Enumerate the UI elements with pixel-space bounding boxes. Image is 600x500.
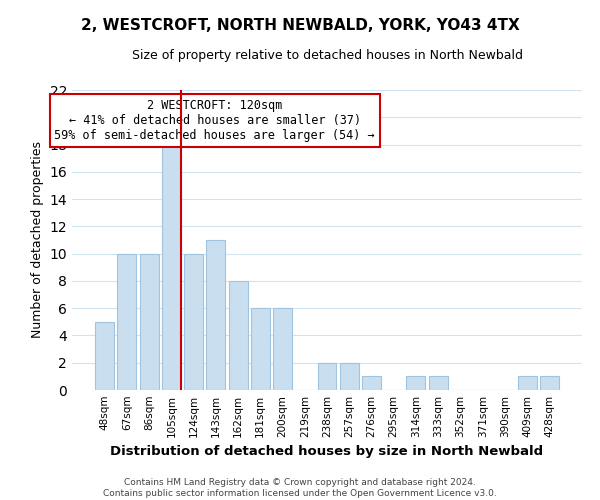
Title: Size of property relative to detached houses in North Newbald: Size of property relative to detached ho… bbox=[131, 50, 523, 62]
Bar bbox=[184, 254, 203, 390]
Bar bbox=[140, 254, 158, 390]
Bar bbox=[229, 281, 248, 390]
Bar bbox=[406, 376, 425, 390]
Bar bbox=[118, 254, 136, 390]
Y-axis label: Number of detached properties: Number of detached properties bbox=[31, 142, 44, 338]
Bar bbox=[518, 376, 536, 390]
Bar bbox=[206, 240, 225, 390]
Bar bbox=[340, 362, 359, 390]
Bar bbox=[273, 308, 292, 390]
Text: 2, WESTCROFT, NORTH NEWBALD, YORK, YO43 4TX: 2, WESTCROFT, NORTH NEWBALD, YORK, YO43 … bbox=[80, 18, 520, 32]
Text: 2 WESTCROFT: 120sqm
← 41% of detached houses are smaller (37)
59% of semi-detach: 2 WESTCROFT: 120sqm ← 41% of detached ho… bbox=[55, 99, 375, 142]
Bar bbox=[429, 376, 448, 390]
Bar bbox=[162, 144, 181, 390]
Bar bbox=[251, 308, 270, 390]
Bar bbox=[540, 376, 559, 390]
Bar bbox=[317, 362, 337, 390]
Bar bbox=[95, 322, 114, 390]
X-axis label: Distribution of detached houses by size in North Newbald: Distribution of detached houses by size … bbox=[110, 446, 544, 458]
Text: Contains HM Land Registry data © Crown copyright and database right 2024.
Contai: Contains HM Land Registry data © Crown c… bbox=[103, 478, 497, 498]
Bar bbox=[362, 376, 381, 390]
